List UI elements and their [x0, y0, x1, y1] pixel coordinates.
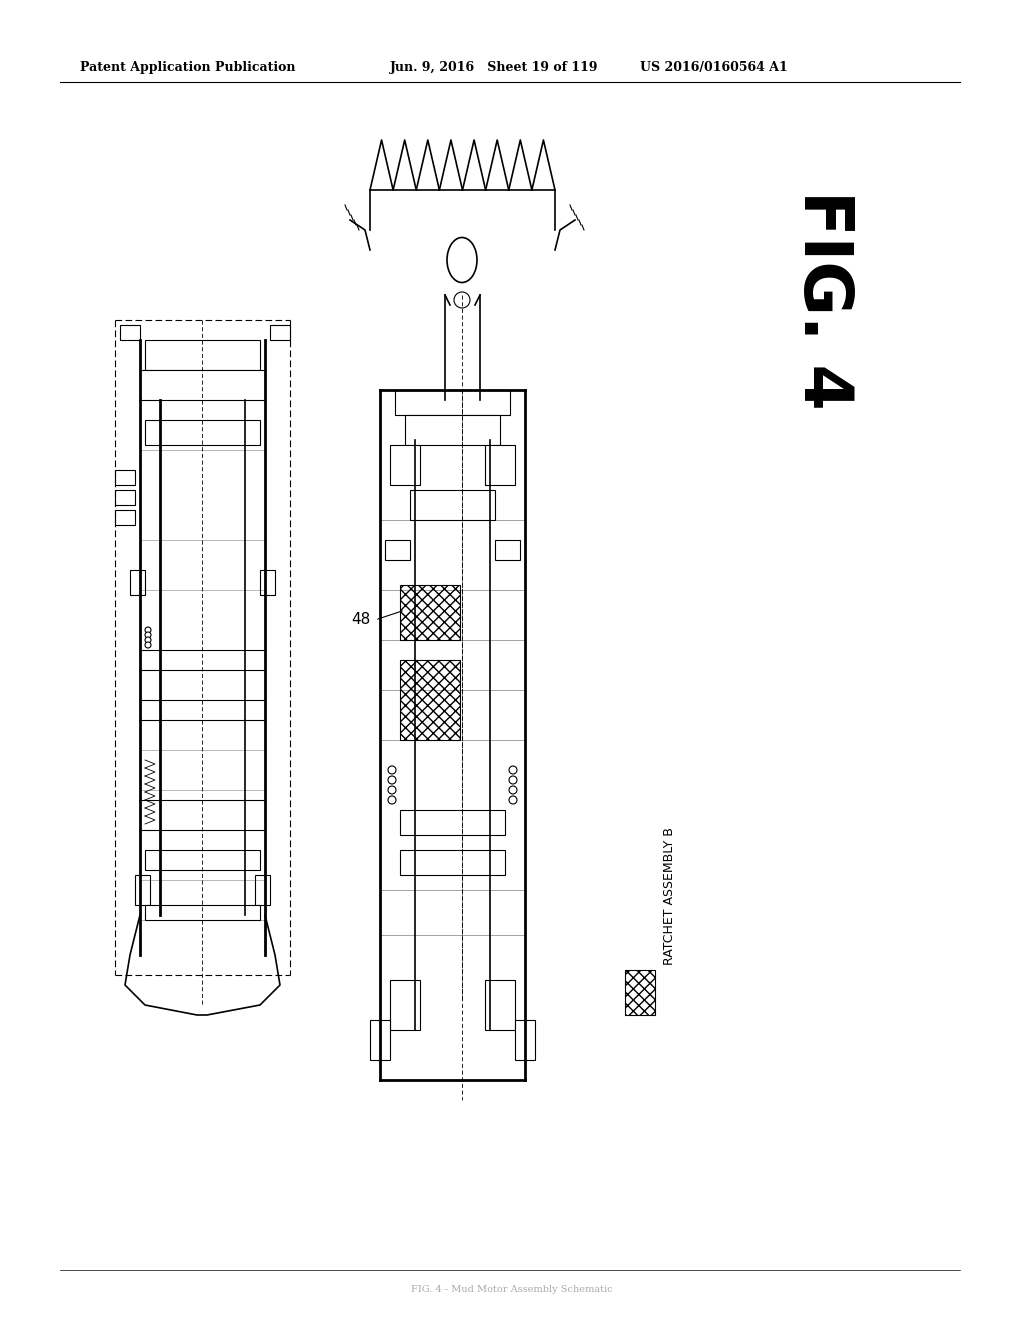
Bar — [390, 979, 420, 1030]
Text: FIG. 4: FIG. 4 — [790, 190, 856, 411]
Circle shape — [388, 766, 396, 774]
Text: 48: 48 — [351, 612, 370, 627]
Bar — [410, 490, 495, 520]
Bar — [485, 979, 515, 1030]
Bar — [400, 660, 460, 741]
Text: RATCHET ASSEMBLY B: RATCHET ASSEMBLY B — [663, 828, 676, 965]
Bar — [140, 370, 265, 400]
Circle shape — [509, 785, 517, 795]
Text: FIG. 4 - Mud Motor Assembly Schematic: FIG. 4 - Mud Motor Assembly Schematic — [412, 1284, 612, 1294]
Bar — [385, 540, 410, 560]
Circle shape — [509, 796, 517, 804]
Bar — [370, 1020, 390, 1060]
Text: US 2016/0160564 A1: US 2016/0160564 A1 — [640, 62, 787, 74]
Bar — [115, 470, 135, 484]
Bar — [130, 570, 145, 595]
Bar — [140, 700, 265, 719]
Bar — [145, 420, 260, 445]
Bar — [135, 875, 150, 906]
Circle shape — [509, 766, 517, 774]
Circle shape — [145, 632, 151, 638]
Bar — [400, 585, 460, 640]
Ellipse shape — [447, 238, 477, 282]
Bar — [400, 810, 505, 836]
Circle shape — [388, 785, 396, 795]
Bar — [625, 970, 655, 1015]
Text: Jun. 9, 2016   Sheet 19 of 119: Jun. 9, 2016 Sheet 19 of 119 — [390, 62, 598, 74]
Bar — [406, 414, 500, 445]
Bar — [145, 341, 260, 370]
Bar — [145, 906, 260, 920]
Bar — [140, 800, 265, 830]
Bar — [395, 389, 510, 414]
Bar — [515, 1020, 535, 1060]
Bar — [390, 445, 420, 484]
Circle shape — [145, 642, 151, 648]
Bar — [120, 325, 140, 341]
Circle shape — [145, 627, 151, 634]
Circle shape — [388, 776, 396, 784]
Bar — [270, 325, 290, 341]
Bar — [400, 850, 505, 875]
Bar — [485, 445, 515, 484]
Bar — [115, 510, 135, 525]
Circle shape — [145, 638, 151, 643]
Bar — [260, 570, 275, 595]
Bar — [145, 850, 260, 870]
Text: Patent Application Publication: Patent Application Publication — [80, 62, 296, 74]
Circle shape — [388, 796, 396, 804]
Bar — [140, 649, 265, 671]
Circle shape — [454, 292, 470, 308]
Bar — [255, 875, 270, 906]
Circle shape — [509, 776, 517, 784]
Bar — [115, 490, 135, 506]
Bar — [495, 540, 520, 560]
